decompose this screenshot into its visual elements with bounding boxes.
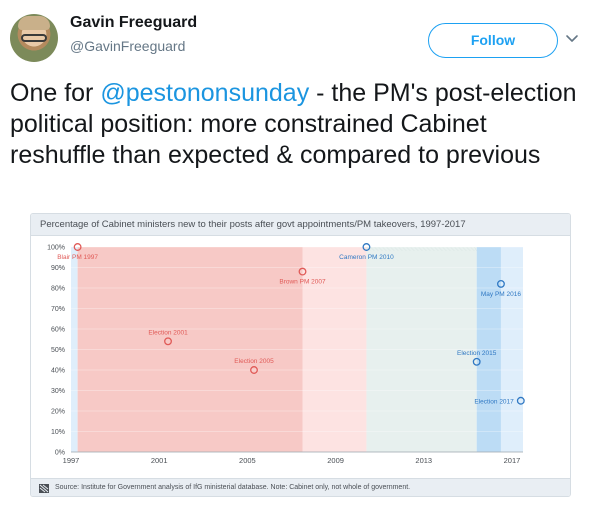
y-tick-label: 100% [47, 245, 65, 252]
tweet-text-part1: One for [10, 79, 101, 107]
coalition-hatch [398, 246, 403, 252]
y-tick-label: 20% [51, 409, 65, 416]
coalition-hatch [422, 246, 427, 252]
y-tick-label: 60% [51, 327, 65, 334]
data-label: Blair PM 1997 [57, 254, 98, 261]
coalition-hatch [374, 246, 379, 252]
coalition-hatch [418, 246, 423, 252]
coalition-hatch [390, 246, 395, 252]
data-point [497, 279, 505, 288]
data-label: May PM 2016 [481, 291, 521, 298]
x-tick-label: 2013 [415, 456, 432, 465]
y-tick-label: 0% [55, 450, 65, 457]
x-tick-label: 2009 [327, 456, 344, 465]
y-tick-label: 50% [51, 347, 65, 354]
x-tick-label: 2005 [239, 456, 256, 465]
y-tick-label: 30% [51, 388, 65, 395]
coalition-hatch [426, 246, 431, 252]
data-label: Cameron PM 2010 [339, 254, 394, 261]
coalition-hatch [378, 246, 383, 252]
avatar-glasses [21, 34, 47, 42]
coalition-hatch [394, 246, 399, 252]
data-point [164, 337, 172, 346]
avatar[interactable] [10, 14, 58, 62]
data-label: Brown PM 2007 [279, 279, 326, 286]
chart-title: Percentage of Cabinet ministers new to t… [40, 219, 466, 230]
x-tick-label: 2017 [504, 456, 521, 465]
coalition-hatch [402, 246, 407, 252]
data-point [73, 243, 82, 251]
coalition-hatch [442, 246, 447, 252]
coalition-hatch [410, 246, 415, 252]
tweet-header: Gavin Freeguard @GavinFreeguard Follow [10, 10, 580, 66]
coalition-hatch [474, 246, 477, 252]
source-flag-icon [39, 484, 49, 493]
y-tick-label: 10% [51, 429, 65, 436]
author-handle[interactable]: @GavinFreeguard [70, 38, 186, 54]
coalition-hatch [382, 246, 387, 252]
data-label: Election 2005 [234, 358, 274, 365]
coalition-hatch [406, 246, 411, 252]
coalition-hatch [458, 246, 463, 252]
coalition-hatch [386, 246, 391, 252]
chart-footer: Source: Institute for Government analysi… [31, 478, 570, 496]
y-tick-label: 80% [51, 286, 65, 293]
data-point [516, 396, 525, 405]
tweet-text: One for @pestononsunday - the PM's post-… [10, 78, 580, 171]
chart-header: Percentage of Cabinet ministers new to t… [31, 214, 570, 236]
coalition-hatch [430, 246, 435, 252]
coalition-hatch [454, 246, 459, 252]
coalition-hatch [434, 246, 439, 252]
data-point [362, 243, 371, 251]
coalition-hatch [438, 246, 443, 252]
y-tick-label: 90% [51, 265, 65, 272]
y-tick-label: 40% [51, 368, 65, 375]
coalition-hatch [446, 246, 451, 252]
tweet-text-part2: - the PM's post-election political posit… [10, 79, 577, 169]
follow-button[interactable]: Follow [428, 23, 558, 58]
data-point [472, 357, 481, 366]
coalition-hatch [462, 246, 467, 252]
y-tick-label: 70% [51, 306, 65, 313]
mention-link[interactable]: @pestononsunday [100, 79, 310, 107]
author-name[interactable]: Gavin Freeguard [70, 14, 198, 31]
coalition-hatch [414, 246, 419, 252]
chevron-down-icon[interactable] [563, 29, 581, 47]
avatar-hair [18, 16, 50, 30]
data-label: Election 2017 [474, 398, 514, 405]
chart-source: Source: Institute for Government analysi… [55, 484, 411, 491]
chart-image[interactable]: Percentage of Cabinet ministers new to t… [30, 213, 571, 497]
x-tick-label: 1997 [63, 456, 80, 465]
coalition-hatch [370, 246, 375, 252]
coalition-hatch [466, 246, 471, 252]
x-tick-label: 2001 [151, 456, 168, 465]
coalition-hatch [470, 246, 475, 252]
data-label: Election 2001 [148, 329, 188, 336]
data-point [250, 366, 258, 374]
data-point [298, 267, 307, 276]
scatter-chart: 0% 10% 20% 30% 40% 50% 60% 70% 80% 90% 100% 1997 200… [47, 243, 525, 465]
coalition-hatch [450, 246, 455, 252]
data-label: Election 2015 [457, 350, 497, 357]
